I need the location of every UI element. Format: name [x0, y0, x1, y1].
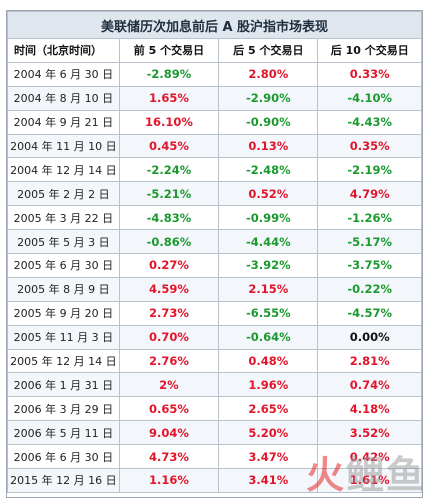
after-5-cell: 0.48% — [218, 348, 319, 374]
before-5-cell: 2% — [118, 372, 220, 398]
after-5-cell: -2.90% — [218, 85, 319, 111]
after-10-cell: -4.43% — [317, 109, 422, 135]
after-10-cell: -2.19% — [317, 157, 422, 183]
before-5-cell: 1.65% — [118, 85, 220, 111]
after-5-cell: 0.52% — [218, 181, 319, 207]
before-5-cell: 1.16% — [118, 468, 220, 493]
after-5-cell: -6.55% — [218, 300, 319, 326]
table-row: 2004 年 6 月 30 日 -2.89% 2.80% 0.33% — [7, 61, 422, 87]
after-5-cell: -0.90% — [218, 109, 319, 135]
header-after-5: 后 5 个交易日 — [218, 38, 319, 63]
table-row: 2005 年 11 月 3 日 0.70% -0.64% 0.00% — [7, 324, 422, 350]
after-10-cell: 4.18% — [317, 396, 422, 422]
after-10-cell: 2.81% — [317, 348, 422, 374]
before-5-cell: 4.73% — [118, 444, 220, 470]
before-5-cell: -2.24% — [118, 157, 220, 183]
before-5-cell: 4.59% — [118, 276, 220, 302]
date-cell: 2005 年 12 月 14 日 — [7, 348, 120, 374]
table-row: 2005 年 2 月 2 日 -5.21% 0.52% 4.79% — [7, 181, 422, 207]
after-10-cell: 0.74% — [317, 372, 422, 398]
date-cell: 2005 年 6 月 30 日 — [7, 253, 120, 278]
after-5-cell: 3.47% — [218, 444, 319, 470]
date-cell: 2004 年 8 月 10 日 — [7, 85, 120, 111]
table-row: 2005 年 8 月 9 日 4.59% 2.15% -0.22% — [7, 276, 422, 302]
table-row: 2004 年 12 月 14 日 -2.24% -2.48% -2.19% — [7, 157, 422, 183]
table-row: 2006 年 6 月 30 日 4.73% 3.47% 0.42% — [7, 444, 422, 470]
header-before-5: 前 5 个交易日 — [118, 38, 220, 63]
before-5-cell: -4.83% — [118, 205, 220, 231]
after-5-cell: -0.64% — [218, 324, 319, 350]
before-5-cell: 0.45% — [118, 133, 220, 159]
table-row: 2005 年 6 月 30 日 0.27% -3.92% -3.75% — [7, 253, 422, 278]
after-5-cell: 1.96% — [218, 372, 319, 398]
header-date: 时间（北京时间） — [7, 38, 120, 63]
after-5-cell: -0.99% — [218, 205, 319, 231]
after-10-cell: -1.26% — [317, 205, 422, 231]
date-cell: 2006 年 5 月 11 日 — [7, 420, 120, 446]
date-cell: 2015 年 12 月 16 日 — [7, 468, 120, 493]
table-row: 2005 年 12 月 14 日 2.76% 0.48% 2.81% — [7, 348, 422, 374]
before-5-cell: 2.76% — [118, 348, 220, 374]
after-10-cell: 0.33% — [317, 61, 422, 87]
after-10-cell: -3.75% — [317, 253, 422, 278]
before-5-cell: -5.21% — [118, 181, 220, 207]
after-10-cell: 3.52% — [317, 420, 422, 446]
after-10-cell: 1.61% — [317, 468, 422, 493]
table-row: 2005 年 5 月 3 日 -0.86% -4.44% -5.17% — [7, 229, 422, 255]
after-10-cell: 4.79% — [317, 181, 422, 207]
after-5-cell: 0.13% — [218, 133, 319, 159]
before-5-cell: 16.10% — [118, 109, 220, 135]
before-5-cell: 9.04% — [118, 420, 220, 446]
table-row: 2004 年 11 月 10 日 0.45% 0.13% 0.35% — [7, 133, 422, 159]
rate-hike-table: 美联储历次加息前后 A 股沪指市场表现 时间（北京时间） 前 5 个交易日 后 … — [7, 11, 422, 493]
date-cell: 2005 年 5 月 3 日 — [7, 229, 120, 255]
table-row: 2005 年 9 月 20 日 2.73% -6.55% -4.57% — [7, 300, 422, 326]
after-5-cell: -3.92% — [218, 253, 319, 278]
after-5-cell: 5.20% — [218, 420, 319, 446]
header-after-10: 后 10 个交易日 — [317, 38, 422, 63]
table-row: 2006 年 5 月 11 日 9.04% 5.20% 3.52% — [7, 420, 422, 446]
header-row: 时间（北京时间） 前 5 个交易日 后 5 个交易日 后 10 个交易日 — [7, 38, 422, 63]
date-cell: 2006 年 1 月 31 日 — [7, 372, 120, 398]
after-5-cell: 2.15% — [218, 276, 319, 302]
table-frame: 美联储历次加息前后 A 股沪指市场表现 时间（北京时间） 前 5 个交易日 后 … — [6, 10, 423, 498]
date-cell: 2004 年 12 月 14 日 — [7, 157, 120, 183]
after-5-cell: 2.80% — [218, 61, 319, 87]
date-cell: 2004 年 9 月 21 日 — [7, 109, 120, 135]
before-5-cell: -2.89% — [118, 61, 220, 87]
table-row: 2006 年 1 月 31 日 2% 1.96% 0.74% — [7, 372, 422, 398]
date-cell: 2005 年 9 月 20 日 — [7, 300, 120, 326]
after-10-cell: -4.10% — [317, 85, 422, 111]
after-10-cell: 0.00% — [317, 324, 422, 350]
table-row: 2005 年 3 月 22 日 -4.83% -0.99% -1.26% — [7, 205, 422, 231]
before-5-cell: 0.27% — [118, 253, 220, 278]
before-5-cell: 0.65% — [118, 396, 220, 422]
table-row: 2004 年 8 月 10 日 1.65% -2.90% -4.10% — [7, 85, 422, 111]
date-cell: 2006 年 3 月 29 日 — [7, 396, 120, 422]
after-10-cell: -0.22% — [317, 276, 422, 302]
after-5-cell: -4.44% — [218, 229, 319, 255]
table-row: 2015 年 12 月 16 日 1.16% 3.41% 1.61% — [7, 468, 422, 493]
after-5-cell: 2.65% — [218, 396, 319, 422]
before-5-cell: 2.73% — [118, 300, 220, 326]
after-10-cell: -4.57% — [317, 300, 422, 326]
after-5-cell: -2.48% — [218, 157, 319, 183]
date-cell: 2005 年 2 月 2 日 — [7, 181, 120, 207]
after-10-cell: 0.35% — [317, 133, 422, 159]
after-10-cell: -5.17% — [317, 229, 422, 255]
before-5-cell: -0.86% — [118, 229, 220, 255]
after-5-cell: 3.41% — [218, 468, 319, 493]
date-cell: 2004 年 6 月 30 日 — [7, 61, 120, 87]
title-row: 美联储历次加息前后 A 股沪指市场表现 — [7, 11, 422, 39]
table-title: 美联储历次加息前后 A 股沪指市场表现 — [7, 11, 422, 39]
date-cell: 2005 年 8 月 9 日 — [7, 276, 120, 302]
before-5-cell: 0.70% — [118, 324, 220, 350]
date-cell: 2006 年 6 月 30 日 — [7, 444, 120, 470]
date-cell: 2005 年 3 月 22 日 — [7, 205, 120, 231]
date-cell: 2004 年 11 月 10 日 — [7, 133, 120, 159]
table-row: 2006 年 3 月 29 日 0.65% 2.65% 4.18% — [7, 396, 422, 422]
after-10-cell: 0.42% — [317, 444, 422, 470]
date-cell: 2005 年 11 月 3 日 — [7, 324, 120, 350]
table-row: 2004 年 9 月 21 日 16.10% -0.90% -4.43% — [7, 109, 422, 135]
